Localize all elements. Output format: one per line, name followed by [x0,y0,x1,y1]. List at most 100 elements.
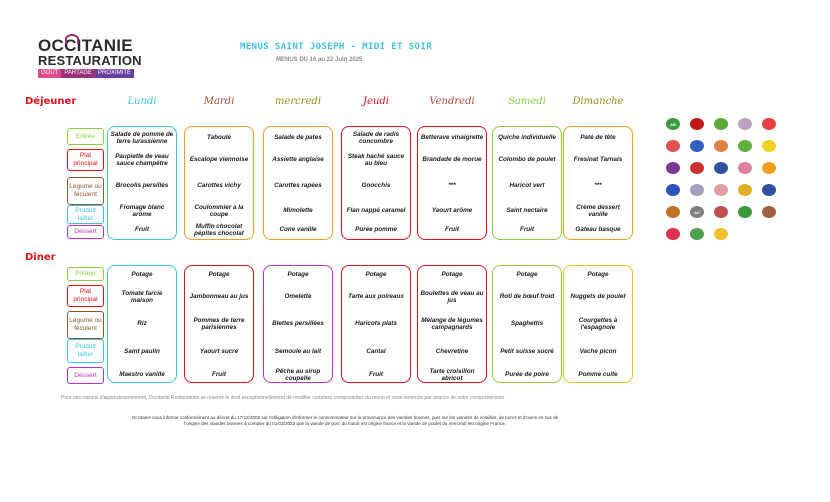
dinner-dish: Potage [441,271,463,279]
dinner-column-vendredi: Potage Boulettes de veau au jus Mélange de… [417,265,487,383]
dinner-column-lundi: Potage Tomate farcie maison Riz Saint pauli… [107,265,177,383]
lunch-dish: Taboulé [207,134,231,142]
dinner-dish: Mélange de légumes campagnards [421,316,483,332]
day-header-dimanche: Dimanche [572,96,624,107]
lunch-dish: Carottes vichy [197,182,241,190]
lunch-column-vendredi: Betterave vinaigrette Brandade de morue **… [417,126,487,240]
page-subtitle: MENUS DU 16 au 22 Juin 2025 [276,57,363,63]
fish-icon [690,140,704,152]
dinner-dish: Potage [208,271,230,279]
lunch-dish: Fromage blanc arôme [119,203,165,219]
quality-icon [762,184,776,196]
lunch-dish: Betterave vinaigrette [420,134,484,142]
lunch-dish: Gnocchis [361,182,391,190]
day-header-samedi: Samedi [508,96,546,107]
lunch-dish: Brocolis persillés [115,182,169,190]
dinner-dish: Vache picon [579,348,617,356]
lunch-column-dimanche: Paté de tête Fresinat Tarnais *** Crème des… [563,126,633,240]
day-header-mercredi: mercredi [274,96,322,107]
dinner-dish: Boulettes de veau au jus [420,289,484,305]
logo-tag-proximite: PROXIMITÉ [95,69,135,78]
dinner-dish: Tarte croisillon abricot [429,367,475,383]
logo-tag-gout: GOÛT [38,69,62,78]
dinner-dish: Fruit [369,371,383,379]
lunch-column-jeudi: Salade de radis concombre Steak haché sau… [341,126,411,240]
dinner-category-4: Dessert [67,367,104,384]
dinner-column-mardi: Potage Jambonneau au jus Pommes de terre p… [184,265,254,383]
lunch-column-lundi: Salade de pomme de terre lurassienne Paup… [107,126,177,240]
dinner-dish: Blettes persillées [272,320,324,328]
igp-icon [738,184,752,196]
lunch-category-2: Légume ou féculent [67,177,104,205]
dinner-category-1: Plat principal [67,285,104,307]
dinner-dish: Purée de poire [505,371,549,379]
lunch-dish: Escalope viennoise [189,156,249,164]
lunch-dish: Muffin chocolat pépites chocolat [194,222,244,238]
lunch-column-mercredi: Salade de pates Assiette anglaise Carottes… [263,126,333,240]
lunch-dish: Brandade de morue [422,156,482,164]
day-header-jeudi: Jeudi [363,96,389,107]
chef-icon [738,118,752,130]
lunch-dish: *** [594,182,602,190]
logo-line2: RESTAURATION [38,53,142,68]
section-lunch: Déjeuner [25,96,77,107]
logo-tag-partage: PARTAGE [61,69,96,78]
lunch-dish: Crème dessert vanille [576,203,620,219]
dinner-dish: Fruit [212,371,226,379]
dinner-dish: Spaghettis [510,320,544,328]
lunch-dish: Quiche individuelle [498,134,556,142]
leaf-icon [738,140,752,152]
dinner-dish: Chevretine [435,348,469,356]
lunch-category-1: Plat principal [67,149,104,171]
lunch-category-0: Entrée [67,128,104,145]
dinner-dish: Petit suisse sucré [500,348,554,356]
dinner-dish: Tarte aux poireaux [348,293,404,301]
day-header-vendredi: Vendredi [429,96,475,107]
dinner-dish: Riz [137,320,147,328]
logo-line1: OCCITANIE [38,36,133,55]
lunch-column-mardi: Taboulé Escalope viennoise Carottes vichy C… [184,126,254,240]
bowl-icon [762,206,776,218]
dinner-dish: Potage [587,271,609,279]
dinner-dish: Pomme cuite [578,371,618,379]
day-header-lundi: Lundi [127,96,157,107]
local-icon [714,140,728,152]
page-title: MENUS SAINT JOSEPH - MIDI ET SOIR [240,42,433,52]
home-icon [714,206,728,218]
eggplant-icon [666,162,680,174]
logo: OCCITANIE RESTAURATION GOÛT PARTAGE PROX… [38,34,148,84]
dinner-column-dimanche: Potage Nuggets de poulet Courgettes à l'es… [563,265,633,383]
ac-icon: AC [690,206,704,218]
logo-tagline: GOÛT PARTAGE PROXIMITÉ [38,69,148,78]
lunch-dish: Mimolette [283,207,313,215]
dinner-dish: Cantal [366,348,386,356]
dinner-column-jeudi: Potage Tarte aux poireaux Haricots plats Ca… [341,265,411,383]
dinner-dish: Omelette [284,293,312,301]
lunch-dish: Fresinat Tarnais [573,156,623,164]
lunch-dish: Paupiette de veau sauce champêtre [115,152,169,168]
lunch-dish: Colombo de poulet [498,156,556,164]
pig-icon [714,184,728,196]
lunch-dish: Salade de radis concombre [352,130,400,146]
lunch-dish: Fruit [445,226,459,234]
lunch-dish: Purée pomme [355,226,397,234]
dinner-category-0: Potage [67,267,104,281]
lunch-dish: Fruit [520,226,534,234]
bio-icon: AB [666,118,680,130]
dinner-dish: Roti de bœuf froid [499,293,555,301]
cup-icon [690,184,704,196]
section-dinner: Dîner [25,252,56,263]
star-icon [714,162,728,174]
dinner-dish: Potage [131,271,153,279]
dinner-dish: Semoule au lait [274,348,322,356]
dinner-category-2: Légume ou féculent [67,311,104,339]
dinner-column-mercredi: Potage Omelette Blettes persillées Semoule … [263,265,333,383]
dinner-dish: Courgettes à l'espagnole [578,316,618,332]
eu-organic-icon [714,118,728,130]
pepper-icon [690,162,704,174]
lunch-dish: Steak haché sauce au bleu [347,152,405,168]
lunch-category-4: Dessert [67,225,104,239]
dinner-dish: Pêche au sirop coupelle [275,367,321,383]
lunch-dish: Flan nappé caramel [346,207,406,215]
lunch-dish: Assiette anglaise [272,156,324,164]
